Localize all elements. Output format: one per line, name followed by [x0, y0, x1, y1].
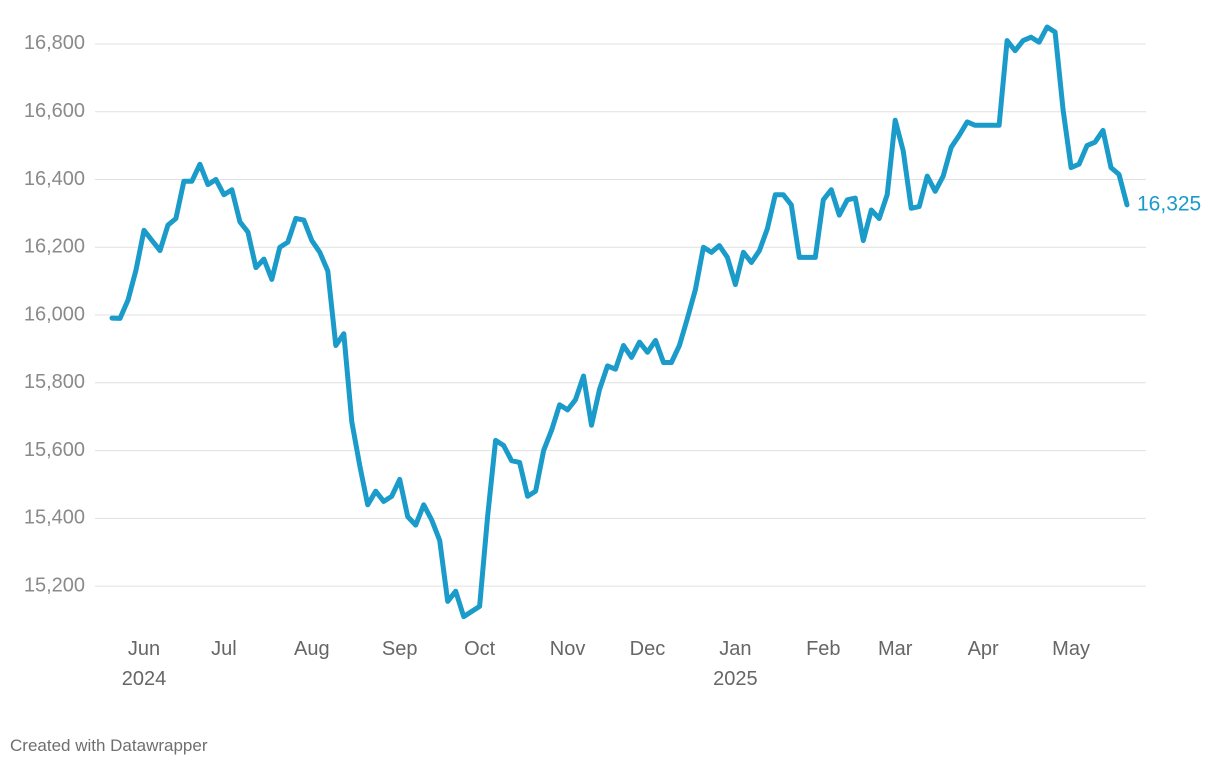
- y-tick-label: 16,000: [24, 303, 85, 325]
- x-tick-label: Mar: [878, 638, 913, 660]
- data-line: [109, 24, 1130, 620]
- y-tick-label: 16,800: [24, 32, 85, 54]
- x-tick-label: Jul: [211, 638, 237, 660]
- x-tick-label: Aug: [294, 638, 330, 660]
- x-tick-label: Sep: [382, 638, 418, 660]
- x-tick-label: Apr: [968, 638, 999, 660]
- y-tick-label: 16,400: [24, 168, 85, 190]
- y-tick-label: 16,200: [24, 236, 85, 258]
- y-tick-label: 15,600: [24, 439, 85, 461]
- value-label: 16,325: [1137, 192, 1201, 215]
- y-tick-label: 16,600: [24, 100, 85, 122]
- x-tick-label: May: [1052, 638, 1090, 660]
- y-tick-label: 15,800: [24, 371, 85, 393]
- x-tick-label: Jan 2025: [713, 638, 758, 690]
- x-tick-label: Jun 2024: [122, 638, 167, 690]
- x-tick-label: Nov: [550, 638, 586, 660]
- x-tick-label: Oct: [464, 638, 496, 660]
- x-tick-label: Feb: [806, 638, 840, 660]
- y-tick-label: 15,400: [24, 507, 85, 529]
- x-tick-label: Dec: [630, 638, 666, 660]
- y-tick-label: 15,200: [24, 574, 85, 596]
- source-note: Created with Datawrapper: [10, 736, 208, 755]
